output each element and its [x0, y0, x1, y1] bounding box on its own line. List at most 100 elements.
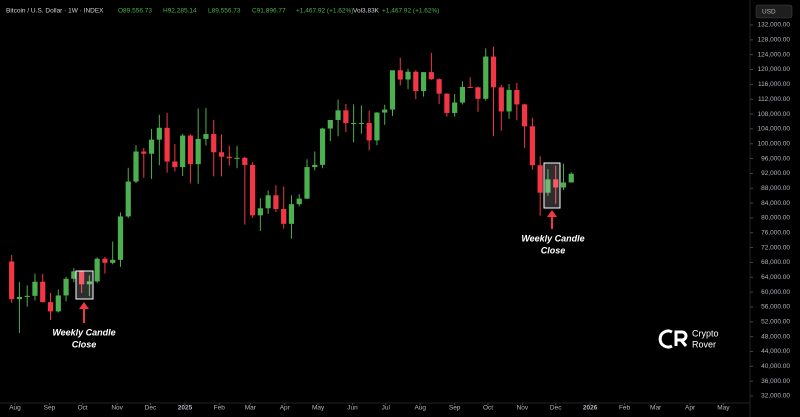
- y-tick-label: 64,000.00: [761, 274, 790, 281]
- x-tick-label: Dec: [550, 405, 562, 412]
- candle-body: [483, 56, 489, 99]
- x-tick-label: Oct: [483, 405, 493, 412]
- y-tick-label: 100,000.00: [757, 140, 790, 147]
- candle-body: [537, 165, 543, 193]
- annotation: Weekly Candle: [52, 327, 115, 337]
- candle-body: [374, 112, 380, 141]
- candle-body: [428, 72, 434, 80]
- highlight-box: [75, 270, 94, 300]
- candle-body: [203, 134, 209, 139]
- candle-body: [343, 110, 349, 123]
- y-tick-label: 32,000.00: [761, 393, 790, 400]
- x-tick-label: Mar: [650, 405, 662, 412]
- y-tick-label: 80,000.00: [761, 215, 790, 222]
- candle-body: [86, 281, 92, 285]
- candle-body: [389, 70, 396, 110]
- y-tick-label: 96,000.00: [761, 155, 790, 162]
- x-tick-label: Sep: [449, 405, 461, 412]
- candle-body: [405, 71, 411, 80]
- candle-body: [444, 93, 450, 113]
- x-tick-label: May: [717, 405, 730, 412]
- candle-body: [281, 209, 287, 224]
- candle-body: [514, 89, 520, 105]
- y-tick-label: 108,000.00: [757, 111, 790, 118]
- candle-body: [125, 181, 131, 217]
- candle-body: [382, 109, 388, 113]
- candle-body: [366, 122, 372, 141]
- candle-body: [164, 127, 170, 162]
- y-tick-label: 120,000.00: [757, 66, 790, 73]
- x-tick-label: Sep: [44, 405, 56, 412]
- candle-body: [335, 110, 341, 120]
- x-tick-label: Dec: [145, 405, 157, 412]
- candle-body: [172, 161, 178, 168]
- candle-body: [141, 151, 147, 154]
- candle-body: [55, 295, 61, 312]
- x-tick-label: 2025: [178, 405, 193, 412]
- x-tick-label: Aug: [9, 405, 21, 412]
- candle-body: [545, 179, 551, 193]
- close: C91,896.77: [252, 8, 286, 15]
- y-tick-label: 72,000.00: [761, 244, 790, 251]
- candle-body: [226, 156, 232, 159]
- candle-body: [32, 281, 38, 296]
- candle-body: [327, 119, 333, 129]
- candle-body: [257, 208, 263, 216]
- watermark: Rover: [692, 339, 716, 349]
- currency-box[interactable]: [755, 4, 793, 19]
- annotation: Close: [541, 245, 566, 255]
- y-tick-label: 52,000.00: [761, 319, 790, 326]
- y-tick-label: 36,000.00: [761, 378, 790, 385]
- candle-body: [296, 198, 302, 205]
- candle-body: [133, 151, 139, 182]
- y-tick-label: 76,000.00: [761, 229, 790, 236]
- y-tick-label: 84,000.00: [761, 200, 790, 207]
- highlight-box: [543, 162, 561, 209]
- watermark: Crypto: [692, 328, 719, 338]
- y-tick-label: 68,000.00: [761, 259, 790, 266]
- candle-body: [265, 195, 271, 209]
- x-tick-label: Apr: [685, 405, 696, 412]
- y-tick-label: 40,000.00: [761, 363, 790, 370]
- y-tick-label: 56,000.00: [761, 304, 790, 311]
- y-tick-label: 48,000.00: [761, 333, 790, 340]
- candle-body: [234, 157, 240, 159]
- y-tick-label: 132,000.00: [757, 22, 790, 29]
- candle-body: [187, 135, 194, 165]
- volume-change: +1,467.92 (+1.62%): [382, 8, 439, 15]
- candle-body: [436, 79, 442, 94]
- candle-body: [413, 71, 419, 92]
- x-tick-label: 2026: [583, 405, 598, 412]
- candle-body: [522, 104, 528, 127]
- candle-body: [529, 126, 535, 166]
- candle-body: [218, 152, 225, 157]
- candle-body: [79, 271, 85, 285]
- candle-body: [249, 164, 256, 216]
- x-tick-label: Apr: [280, 405, 291, 412]
- candle-body: [560, 182, 567, 188]
- candle-body: [475, 87, 481, 99]
- x-tick-label: Nov: [517, 405, 529, 412]
- candle-body: [117, 216, 124, 260]
- x-tick-label: May: [312, 405, 325, 412]
- x-tick-label: Jul: [382, 405, 391, 412]
- y-tick-label: 60,000.00: [761, 289, 790, 296]
- candle-body: [110, 259, 116, 263]
- candle-body: [94, 258, 100, 282]
- x-tick-label: Aug: [414, 405, 426, 412]
- low: L89,556.73: [208, 8, 241, 15]
- currency[interactable]: USD: [762, 9, 776, 16]
- candle-body: [40, 281, 46, 303]
- arrow-head: [547, 210, 557, 217]
- symbol: Bitcoin / U.S. Dollar · 1W · INDEX: [6, 8, 104, 15]
- candle-body: [459, 86, 466, 103]
- high: H92,285.14: [163, 8, 197, 15]
- change: +1,467.92 (+1.62%): [296, 8, 353, 15]
- y-tick-label: 116,000.00: [758, 81, 790, 88]
- candle-body: [16, 296, 23, 300]
- arrow-head: [79, 302, 89, 309]
- candle-body: [71, 271, 77, 279]
- candle-body: [467, 86, 473, 88]
- candle-body: [312, 164, 318, 168]
